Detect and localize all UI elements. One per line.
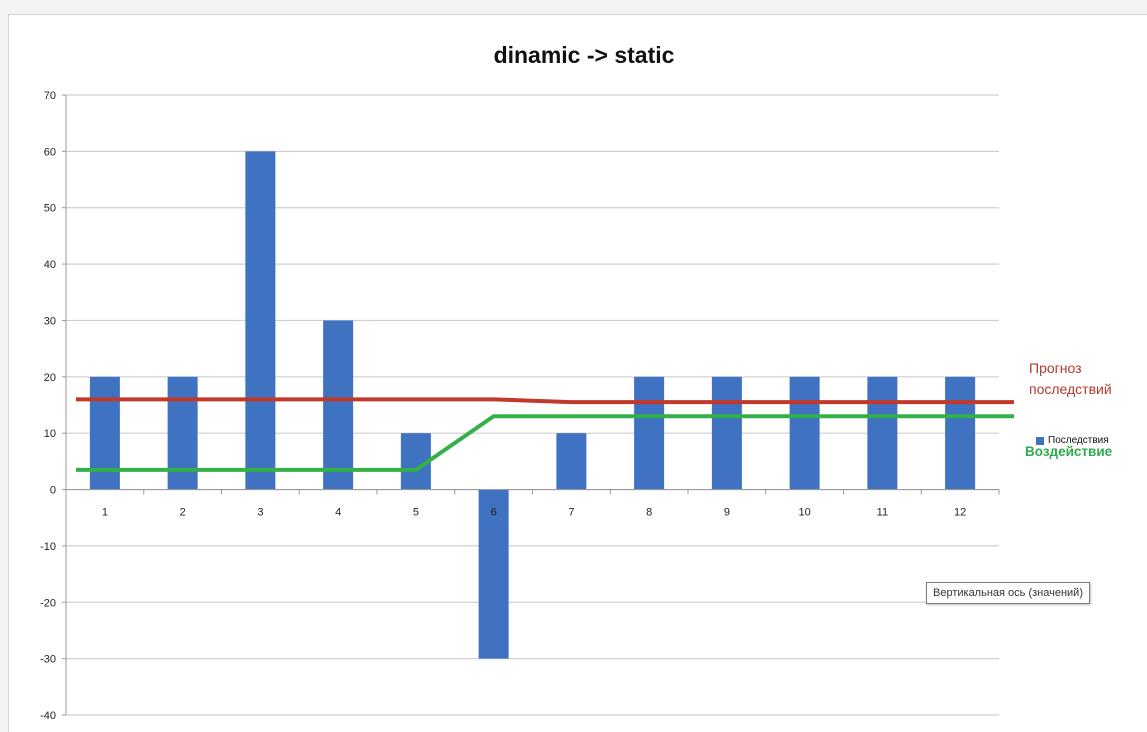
y-tick-label: -20	[40, 597, 56, 609]
overlay-line	[76, 414, 1014, 472]
x-tick-label: 10	[799, 507, 811, 519]
bar	[245, 151, 276, 490]
x-tick-label: 8	[646, 507, 652, 519]
chart-svg: dinamic -> static 70 60 50 40 30 20 10 0 -10 -20 -…	[40, 42, 1014, 722]
bar	[89, 376, 120, 490]
legend-label: Последствия	[1048, 435, 1109, 446]
x-axis: 1 2 3 4 5 6 7 8 9 10 11 12	[65, 488, 1000, 519]
y-tick-label: 60	[44, 146, 56, 158]
y-tick-label: 0	[50, 485, 56, 497]
y-axis[interactable]: 70 60 50 40 30 20 10 0 -10 -20 -30 -40	[40, 90, 67, 722]
bar	[478, 489, 509, 659]
y-tick-label: 30	[44, 315, 56, 327]
chart-title: dinamic -> static	[494, 42, 675, 68]
y-tick-label: 10	[44, 428, 56, 440]
bar	[167, 376, 198, 490]
impact-line-label: Воздействие	[1025, 444, 1113, 459]
x-tick-label: 6	[491, 507, 497, 519]
x-tick-label: 4	[335, 507, 341, 519]
gridlines	[66, 94, 999, 716]
forecast-line-label: Прогноз последствий	[1029, 360, 1112, 397]
bar	[867, 376, 898, 490]
x-tick-label: 1	[102, 507, 108, 519]
bar-series	[89, 151, 976, 659]
y-tick-label: -10	[40, 541, 56, 553]
legend-swatch	[1036, 436, 1044, 445]
bar	[556, 433, 587, 490]
chart-area[interactable]: dinamic -> static 70 60 50 40 30 20 10 0 -10 -20 -…	[8, 14, 1147, 732]
x-tick-label: 7	[568, 507, 574, 519]
legend: Последствия	[1036, 435, 1109, 446]
x-tick-label: 11	[877, 507, 888, 519]
y-tick-label: 70	[44, 90, 56, 102]
bar	[323, 320, 354, 490]
y-tick-label: 40	[44, 259, 56, 271]
bar	[945, 376, 976, 490]
axis-tooltip: Вертикальная ось (значений)	[926, 582, 1090, 604]
y-tick-label: 50	[44, 203, 56, 215]
bar	[789, 376, 820, 490]
y-tick-label: -30	[40, 654, 56, 666]
y-tick-label: -40	[40, 710, 56, 722]
line-series	[76, 397, 1014, 472]
x-tick-label: 9	[724, 507, 730, 519]
bar	[711, 376, 742, 490]
x-tick-label: 3	[257, 507, 263, 519]
x-tick-label: 2	[180, 507, 186, 519]
overlay-line	[76, 397, 1014, 405]
bar	[634, 376, 665, 490]
x-tick-label: 5	[413, 507, 419, 519]
y-tick-label: 20	[44, 372, 56, 384]
x-tick-label: 12	[954, 507, 966, 519]
